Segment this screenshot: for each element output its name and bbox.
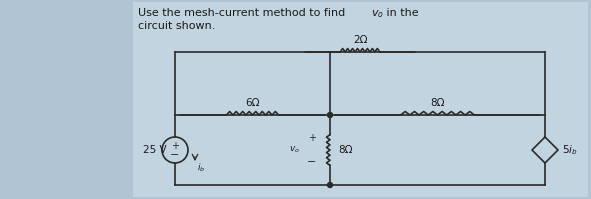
Circle shape — [327, 182, 333, 187]
Text: +: + — [171, 141, 179, 151]
Text: $i_b$: $i_b$ — [197, 162, 205, 175]
Text: −: − — [307, 157, 317, 167]
Text: Use the mesh-current method to find: Use the mesh-current method to find — [138, 8, 349, 18]
Text: 2Ω: 2Ω — [353, 35, 367, 45]
Text: 8Ω: 8Ω — [338, 145, 352, 155]
Text: $5i_b$: $5i_b$ — [562, 143, 578, 157]
Text: 6Ω: 6Ω — [245, 98, 260, 108]
Text: +: + — [308, 133, 316, 143]
Text: in the: in the — [383, 8, 418, 18]
Text: circuit shown.: circuit shown. — [138, 21, 215, 31]
Text: $v_o$: $v_o$ — [289, 145, 300, 155]
Circle shape — [327, 112, 333, 117]
Text: 25 V: 25 V — [144, 145, 167, 155]
FancyBboxPatch shape — [133, 2, 588, 197]
Text: −: − — [170, 150, 180, 160]
Text: 8Ω: 8Ω — [430, 98, 445, 108]
Text: $v_o$: $v_o$ — [371, 8, 384, 20]
